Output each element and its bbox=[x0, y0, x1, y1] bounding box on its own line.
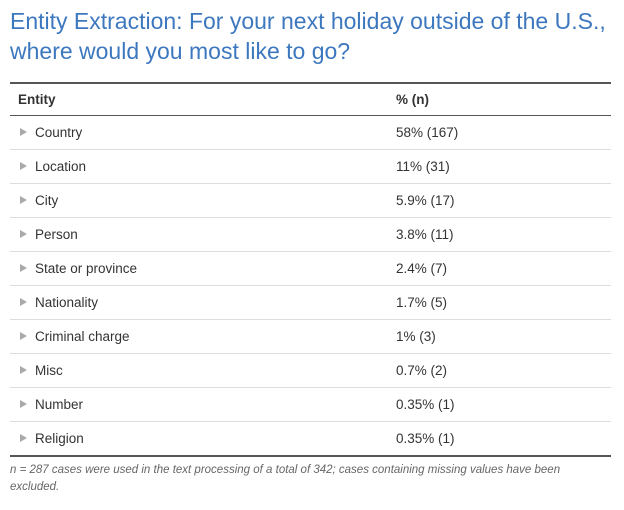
value-cell: 5.9% (17) bbox=[396, 183, 611, 218]
value-cell: 58% (167) bbox=[396, 115, 611, 150]
column-header: % (n) bbox=[396, 82, 611, 116]
entity-cell[interactable]: Country bbox=[10, 115, 396, 150]
value-cell: 2.4% (7) bbox=[396, 251, 611, 286]
entity-cell[interactable]: Criminal charge bbox=[10, 319, 396, 354]
table-body: Country 58% (167) Location 11% (31) City 5.9%… bbox=[10, 115, 611, 457]
entity-label: Location bbox=[35, 159, 87, 174]
entity-label: Religion bbox=[35, 431, 84, 446]
entity-label: Nationality bbox=[35, 295, 99, 310]
column-header: Entity bbox=[10, 82, 396, 116]
table-row: Country 58% (167) bbox=[10, 115, 611, 150]
entity-label: City bbox=[35, 193, 59, 208]
header-row: Entity % (n) bbox=[10, 82, 611, 116]
table-row: Religion 0.35% (1) bbox=[10, 421, 611, 457]
entity-label: Criminal charge bbox=[35, 329, 130, 344]
expand-icon[interactable] bbox=[20, 332, 27, 340]
expand-icon[interactable] bbox=[20, 366, 27, 374]
entity-label: Misc bbox=[35, 363, 63, 378]
expand-icon[interactable] bbox=[20, 196, 27, 204]
value-cell: 0.35% (1) bbox=[396, 421, 611, 457]
value-cell: 0.7% (2) bbox=[396, 353, 611, 388]
table-row: State or province 2.4% (7) bbox=[10, 251, 611, 286]
value-cell: 0.35% (1) bbox=[396, 387, 611, 422]
expand-icon[interactable] bbox=[20, 400, 27, 408]
table-row: Person 3.8% (11) bbox=[10, 217, 611, 252]
entity-label: Number bbox=[35, 397, 84, 412]
entity-cell[interactable]: Location bbox=[10, 149, 396, 184]
expand-icon[interactable] bbox=[20, 264, 27, 272]
table-row: Number 0.35% (1) bbox=[10, 387, 611, 422]
value-cell: 11% (31) bbox=[396, 149, 611, 184]
table-header: Entity % (n) bbox=[10, 82, 611, 116]
entity-cell[interactable]: Number bbox=[10, 387, 396, 422]
expand-icon[interactable] bbox=[20, 230, 27, 238]
title: Entity Extraction: For your next holiday… bbox=[10, 8, 606, 64]
entity-label: Person bbox=[35, 227, 78, 242]
expand-icon[interactable] bbox=[20, 298, 27, 306]
entity-table: Entity % (n) Country 58% (167) Location 11%… bbox=[10, 82, 611, 457]
value-cell: 3.8% (11) bbox=[396, 217, 611, 252]
entity-cell[interactable]: City bbox=[10, 183, 396, 218]
entity-label: State or province bbox=[35, 261, 138, 276]
value-cell: 1.7% (5) bbox=[396, 285, 611, 320]
entity-cell[interactable]: State or province bbox=[10, 251, 396, 286]
entity-cell[interactable]: Misc bbox=[10, 353, 396, 388]
footnote: n = 287 cases were used in the text proc… bbox=[10, 464, 561, 493]
entity-cell[interactable]: Nationality bbox=[10, 285, 396, 320]
table-row: Misc 0.7% (2) bbox=[10, 353, 611, 388]
value-cell: 1% (3) bbox=[396, 319, 611, 354]
entity-cell[interactable]: Person bbox=[10, 217, 396, 252]
table-row: Location 11% (31) bbox=[10, 149, 611, 184]
expand-icon[interactable] bbox=[20, 162, 27, 170]
expand-icon[interactable] bbox=[20, 434, 27, 442]
expand-icon[interactable] bbox=[20, 128, 27, 136]
table-row: Nationality 1.7% (5) bbox=[10, 285, 611, 320]
entity-label: Country bbox=[35, 125, 83, 140]
entity-cell[interactable]: Religion bbox=[10, 421, 396, 457]
table-row: Criminal charge 1% (3) bbox=[10, 319, 611, 354]
table-row: City 5.9% (17) bbox=[10, 183, 611, 218]
